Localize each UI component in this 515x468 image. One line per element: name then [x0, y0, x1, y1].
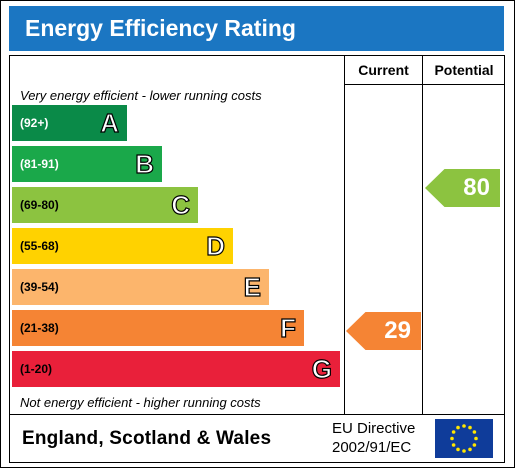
- current-column-header: Current: [358, 62, 409, 78]
- current-column-divider: [344, 56, 345, 414]
- band-letter: B: [135, 149, 155, 179]
- band-range: (81-91): [20, 157, 59, 171]
- band-range: (21-38): [20, 321, 59, 335]
- band-range: (39-54): [20, 280, 59, 294]
- band-letter: F: [280, 313, 297, 343]
- band-letter: A: [100, 108, 120, 138]
- potential-column-divider: [422, 56, 423, 414]
- rating-table: Current Potential Very energy efficient …: [9, 55, 505, 415]
- band-range: (1-20): [20, 362, 53, 376]
- eu-directive-line2: 2002/91/EC: [332, 439, 412, 456]
- band-letter: E: [243, 272, 262, 302]
- rating-band-b: (81-91) B: [12, 146, 162, 182]
- eu-flag-icon: [435, 419, 493, 458]
- rating-band-c: (69-80) C: [12, 187, 198, 223]
- footer: England, Scotland & Wales EU Directive 2…: [9, 415, 505, 463]
- chart-title: Energy Efficiency Rating: [9, 6, 504, 51]
- top-note: Very energy efficient - lower running co…: [20, 88, 262, 103]
- rating-band-f: (21-38) F: [12, 310, 304, 346]
- potential-rating-arrow: 80: [425, 169, 500, 207]
- band-letter: D: [206, 231, 226, 261]
- footer-country: England, Scotland & Wales: [22, 428, 272, 449]
- rating-band-d: (55-68) D: [12, 228, 233, 264]
- band-letter: C: [171, 190, 191, 220]
- band-range: (92+): [20, 116, 49, 130]
- eu-directive-line1: EU Directive: [332, 420, 416, 437]
- bottom-note: Not energy efficient - higher running co…: [20, 395, 261, 410]
- band-range: (69-80): [20, 198, 59, 212]
- current-rating-arrow: 29: [346, 312, 421, 350]
- eu-directive: EU Directive 2002/91/EC: [332, 419, 415, 457]
- band-range: (55-68): [20, 239, 59, 253]
- potential-column-header: Potential: [434, 62, 494, 78]
- rating-band-g: (1-20) G: [12, 351, 340, 387]
- band-letter: G: [311, 354, 332, 384]
- rating-band-a: (92+) A: [12, 105, 127, 141]
- header-divider: [344, 84, 504, 85]
- rating-band-e: (39-54) E: [12, 269, 269, 305]
